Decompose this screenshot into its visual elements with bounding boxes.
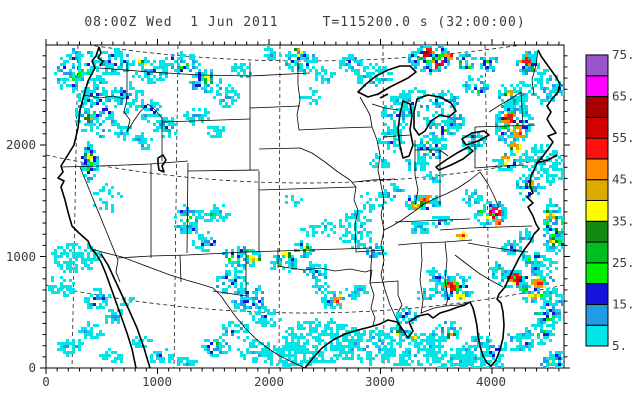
coastlines: [57, 46, 561, 368]
state-borders: [60, 49, 539, 368]
colorbar-cell: [585, 116, 609, 139]
y-tick-label: 2000: [6, 137, 36, 152]
y-tick-label: 1000: [6, 249, 36, 264]
great-lakes-outlines: [357, 65, 490, 171]
colorbar-cell: [585, 199, 609, 222]
colorbar-cell: [585, 241, 609, 264]
map-area: [46, 45, 564, 368]
colorbar-cell: [585, 96, 609, 118]
x-tick-label: 1000: [142, 374, 172, 389]
colorbar-label: 45.: [612, 172, 635, 187]
y-tick-label: 0: [28, 360, 36, 375]
colorbar-cell: [585, 303, 609, 326]
colorbar-label: 25.: [612, 255, 635, 270]
colorbar-cell: [585, 283, 609, 305]
colorbar-label: 35.: [612, 213, 635, 228]
colorbar-label: 65.: [612, 89, 635, 104]
colorbar: 5. 15. 25. 35. 45. 55. 65. 75.: [585, 47, 635, 353]
x-tick-label: 3000: [365, 374, 395, 389]
colorbar-cell: [585, 220, 609, 243]
x-axis-labels: 0 1000 2000 3000 4000: [42, 374, 506, 389]
colorbar-cell: [585, 137, 609, 160]
x-tick-label: 4000: [476, 374, 506, 389]
colorbar-label: 75.: [612, 47, 635, 62]
y-axis-labels: 0 1000 2000: [6, 137, 36, 375]
colorbar-cell: [585, 75, 609, 98]
colorbar-label: 5.: [612, 338, 627, 353]
colorbar-cell: [585, 179, 609, 201]
colorbar-cell: [585, 54, 609, 77]
plot-title: 08:00Z Wed 1 Jun 2011 T=115200.0 s (32:0…: [84, 15, 526, 30]
colorbar-cell: [585, 262, 609, 285]
colorbar-cell: [585, 324, 609, 347]
axis-ticks: [40, 39, 570, 374]
colorbar-label: 55.: [612, 130, 635, 145]
colorbar-cell: [585, 158, 609, 181]
x-tick-label: 0: [42, 374, 50, 389]
colorbar-label: 15.: [612, 296, 635, 311]
x-tick-label: 2000: [254, 374, 284, 389]
